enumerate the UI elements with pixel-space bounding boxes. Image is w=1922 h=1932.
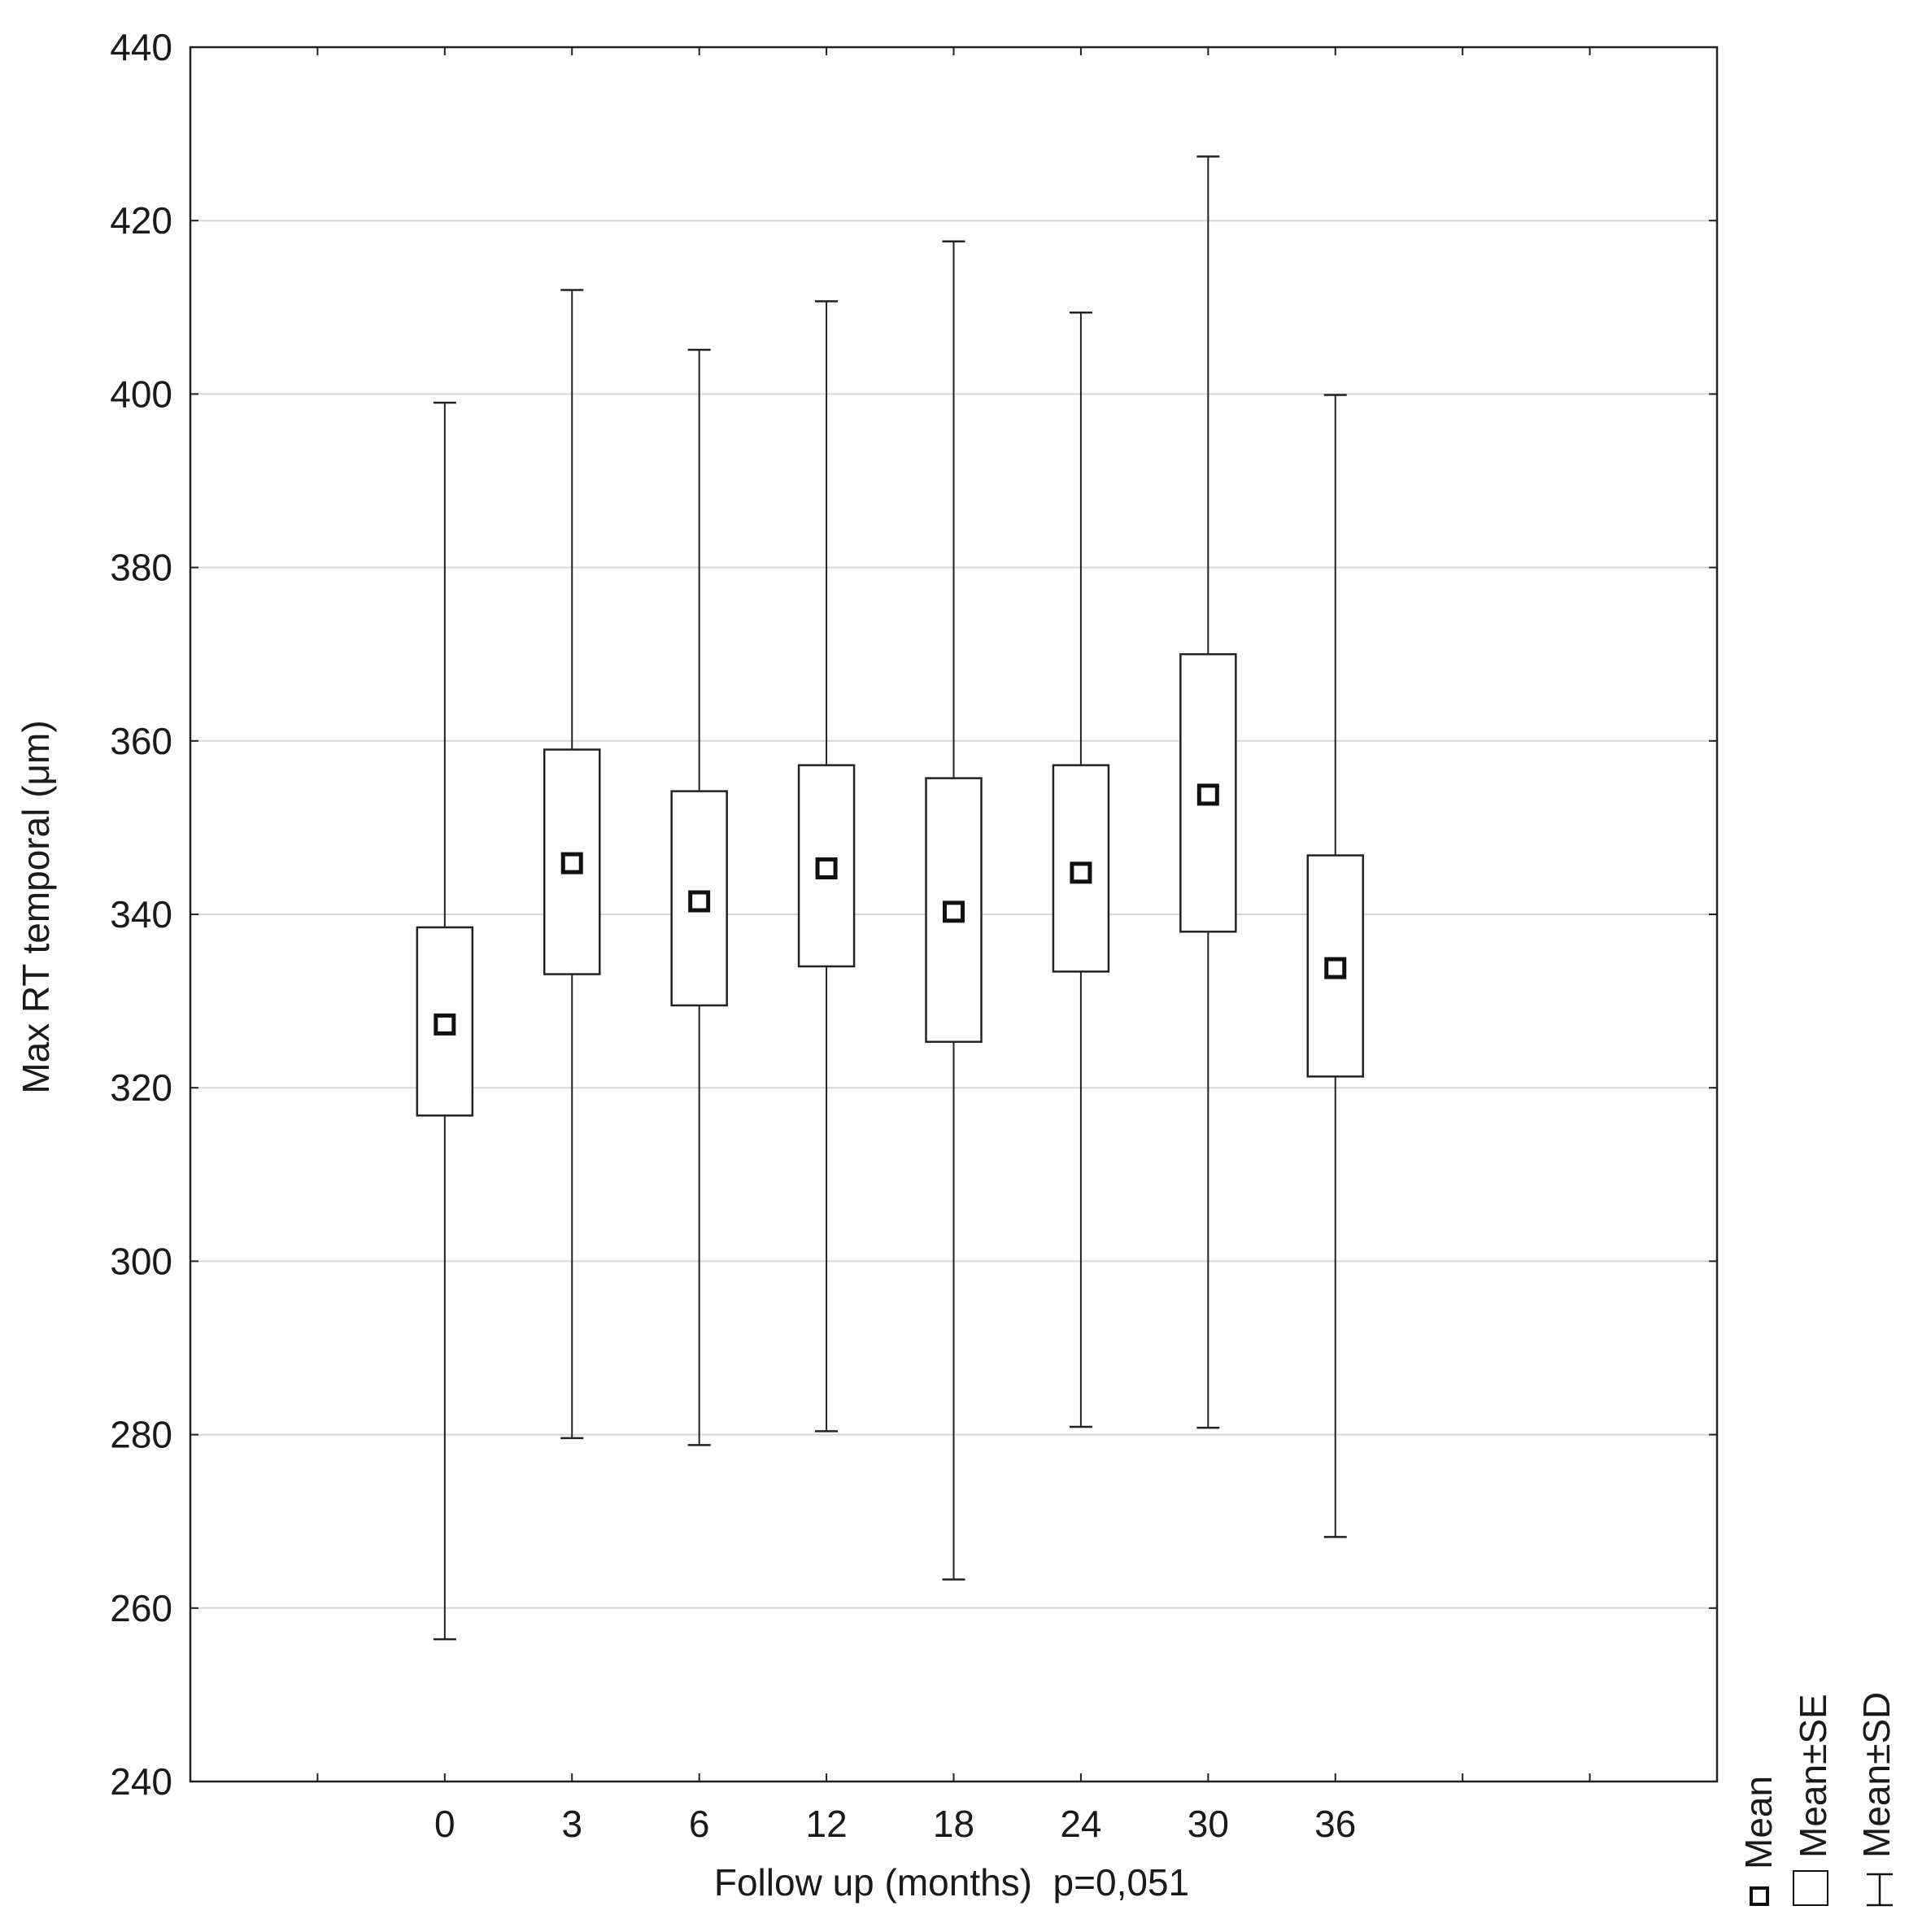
legend-sd-symbol (1867, 1873, 1893, 1907)
mean-marker (434, 1013, 456, 1036)
mean-marker (1196, 783, 1219, 806)
y-tick-label: 240 (110, 1760, 172, 1803)
y-tick-label: 340 (110, 893, 172, 935)
legend-mean-symbol (1750, 1886, 1769, 1906)
mean-marker (688, 890, 711, 913)
y-tick-label: 420 (110, 199, 172, 242)
y-tick-label: 320 (110, 1066, 172, 1109)
box-group-30 (1179, 155, 1237, 1429)
y-tick-label: 260 (110, 1587, 172, 1629)
y-axis-title: Max RT temporal (μm) (15, 720, 57, 1093)
y-tick-label: 440 (110, 26, 172, 68)
x-tick-label: 6 (689, 1803, 710, 1845)
box-group-18 (925, 240, 983, 1581)
legend-sd-label: Mean±SD (1855, 1692, 1898, 1858)
x-tick-label: 0 (434, 1803, 455, 1845)
x-tick-label: 12 (805, 1803, 847, 1845)
x-tick-label: 24 (1060, 1803, 1101, 1845)
mean-marker (943, 901, 965, 923)
box-group-12 (797, 300, 856, 1433)
box-group-36 (1306, 394, 1364, 1538)
y-tick-label: 400 (110, 373, 172, 415)
mean-marker (1070, 861, 1092, 884)
legend: Mean Mean±SE Mean±SD (1737, 1692, 1898, 1907)
x-tick-label: 30 (1188, 1803, 1229, 1845)
x-tick-label: 3 (561, 1803, 582, 1845)
y-tick-label: 300 (110, 1240, 172, 1282)
y-tick-label: 380 (110, 547, 172, 589)
mean-marker (815, 857, 838, 880)
y-tick-labels: 240 260 280 300 320 340 360 380 400 420 440 (110, 26, 172, 1803)
x-tick-label: 18 (933, 1803, 974, 1845)
box-marks (416, 155, 1364, 1641)
box-group-3 (543, 289, 601, 1440)
plot-frame (189, 46, 1719, 1783)
box-group-6 (670, 348, 728, 1446)
box-group-0 (416, 401, 474, 1641)
box-group-24 (1052, 311, 1110, 1428)
mean-marker (1324, 957, 1347, 979)
x-tick-label: 36 (1314, 1803, 1356, 1845)
y-tick-label: 360 (110, 720, 172, 762)
legend-se-label: Mean±SE (1792, 1694, 1834, 1858)
x-axis-title: Follow up (months) p=0,051 (714, 1861, 1189, 1904)
y-tick-label: 280 (110, 1414, 172, 1456)
mean-marker (560, 852, 583, 874)
legend-se-symbol (1793, 1870, 1828, 1906)
legend-mean-label: Mean (1737, 1776, 1780, 1869)
x-tick-labels: 0 3 6 12 18 24 30 36 (434, 1803, 1356, 1845)
